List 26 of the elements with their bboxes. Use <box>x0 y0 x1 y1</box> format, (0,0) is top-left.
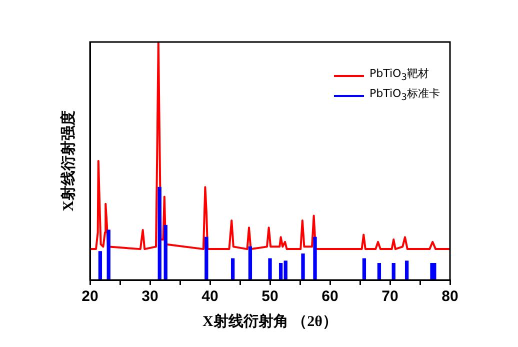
x-tick-label: 40 <box>202 288 218 306</box>
bar <box>362 258 366 280</box>
bar <box>98 251 102 280</box>
bar <box>230 258 235 280</box>
x-tick-label: 70 <box>382 288 398 306</box>
x-tick-label: 30 <box>142 288 158 306</box>
bar <box>404 260 409 280</box>
bar <box>313 236 317 280</box>
bar <box>158 186 162 280</box>
y-axis-title: X射线衍射强度 <box>58 110 77 212</box>
bar <box>204 236 208 280</box>
bar <box>301 253 305 280</box>
legend-label: PbTiO$_{3}$标准卡 <box>369 86 440 106</box>
bar <box>106 230 110 280</box>
bar <box>392 263 396 280</box>
legend-label: PbTiO$_{3}$靶材 <box>369 66 429 86</box>
bar <box>248 246 252 280</box>
x-tick-label: 80 <box>442 288 458 306</box>
bar <box>164 224 168 280</box>
x-tick-label: 20 <box>82 288 98 306</box>
x-tick-label: 50 <box>262 288 278 306</box>
bar <box>268 258 272 280</box>
x-tick-label: 60 <box>322 288 338 306</box>
x-axis-title: X射线衍射角 （2θ） <box>202 312 338 330</box>
bar <box>432 263 436 280</box>
bar <box>377 263 382 280</box>
